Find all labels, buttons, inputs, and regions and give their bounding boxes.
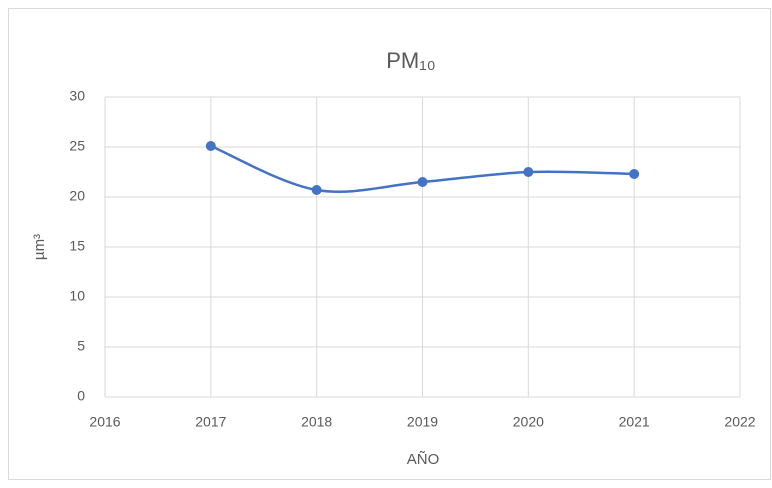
y-tick-label: 0 — [77, 388, 85, 404]
chart-border — [8, 8, 771, 480]
x-tick-label: 2017 — [195, 414, 226, 430]
x-tick-label: 2020 — [513, 414, 544, 430]
y-tick-label: 30 — [69, 88, 85, 104]
data-point — [205, 141, 216, 151]
x-tick-label: 2016 — [89, 414, 120, 430]
data-point — [417, 177, 428, 187]
x-tick-label: 2018 — [301, 414, 332, 430]
y-tick-label: 20 — [69, 188, 85, 204]
y-tick-label: 15 — [69, 238, 85, 254]
chart-title: PM₁₀ — [386, 48, 436, 73]
y-tick-label: 25 — [69, 138, 85, 154]
y-tick-label: 10 — [69, 288, 85, 304]
y-tick-label: 5 — [77, 338, 85, 354]
data-point — [629, 169, 640, 179]
x-tick-label: 2021 — [619, 414, 650, 430]
data-point — [311, 185, 322, 195]
y-axis-title: µm³ — [31, 234, 48, 260]
data-point — [523, 167, 534, 177]
x-axis-title: AÑO — [407, 451, 440, 468]
x-tick-label: 2022 — [724, 414, 755, 430]
x-tick-label: 2019 — [407, 414, 438, 430]
